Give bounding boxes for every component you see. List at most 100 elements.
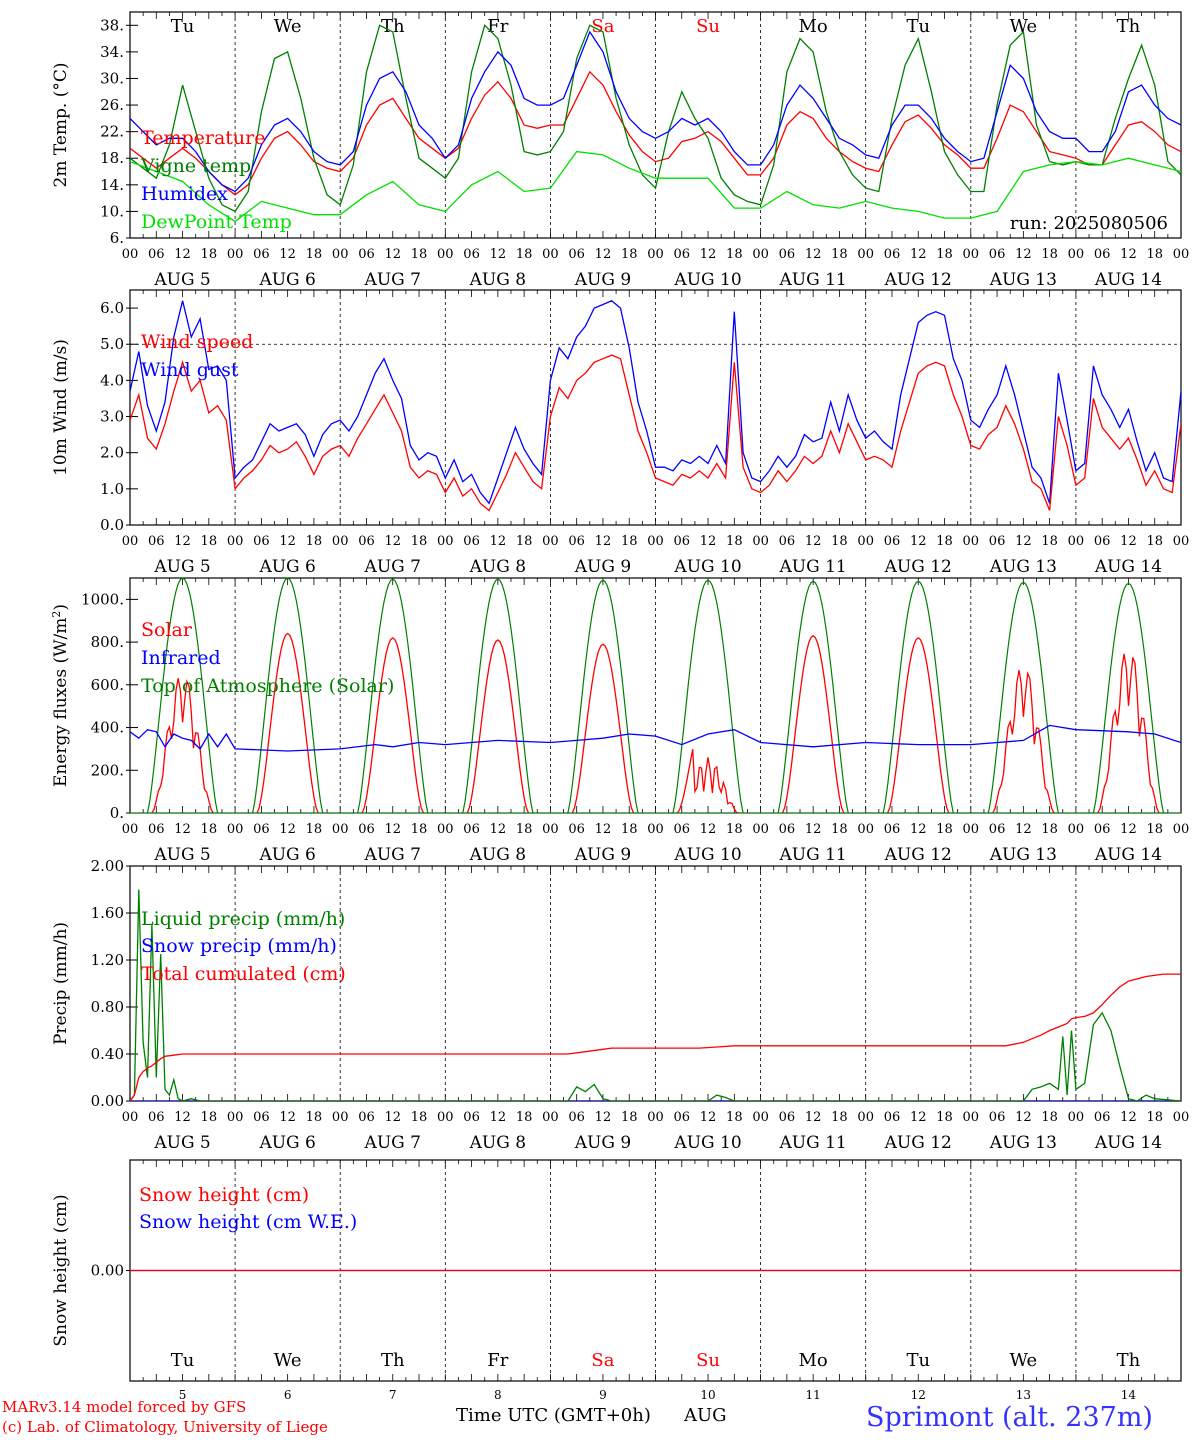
hour-label: 18 bbox=[936, 247, 953, 262]
hour-label: 06 bbox=[1094, 247, 1111, 262]
hour-label: 00 bbox=[542, 1110, 559, 1125]
date-label: AUG 6 bbox=[258, 1133, 315, 1153]
hour-label: 18 bbox=[621, 247, 638, 262]
hour-label: 18 bbox=[516, 1110, 533, 1125]
hour-label: 06 bbox=[148, 247, 165, 262]
hour-label: 06 bbox=[358, 1110, 375, 1125]
hour-label: 06 bbox=[779, 1110, 796, 1125]
hour-label: 12 bbox=[1015, 1110, 1032, 1125]
hour-label: 06 bbox=[463, 247, 480, 262]
hour-label: 12 bbox=[910, 534, 927, 549]
hour-label: 12 bbox=[1120, 822, 1137, 837]
day-number: 11 bbox=[806, 1388, 821, 1402]
y-axis-label: 2m Temp. (°C) bbox=[51, 62, 71, 187]
hour-label: 18 bbox=[726, 1110, 743, 1125]
liquid-precip-line bbox=[130, 889, 1181, 1101]
day-number: 8 bbox=[494, 1388, 502, 1402]
station-label: Sprimont (alt. 237m) bbox=[866, 1402, 1153, 1433]
hour-label: 00 bbox=[963, 822, 980, 837]
hour-label: 18 bbox=[936, 822, 953, 837]
hour-label: 18 bbox=[621, 534, 638, 549]
weekday-label: We bbox=[1010, 16, 1038, 37]
date-label: AUG 10 bbox=[673, 270, 741, 290]
hour-label: 18 bbox=[831, 247, 848, 262]
hour-label: 18 bbox=[936, 1110, 953, 1125]
hour-label: 18 bbox=[516, 822, 533, 837]
hour-label: 06 bbox=[884, 247, 901, 262]
hour-label: 00 bbox=[963, 247, 980, 262]
humidex-line bbox=[130, 30, 1181, 193]
solar-line bbox=[886, 636, 950, 814]
hour-label: 12 bbox=[384, 1110, 401, 1125]
hour-label: 12 bbox=[595, 534, 612, 549]
hour-label: 18 bbox=[411, 822, 428, 837]
hour-label: 00 bbox=[963, 1110, 980, 1125]
date-label: AUG 12 bbox=[884, 845, 952, 865]
toa-solar-line bbox=[672, 579, 744, 814]
hour-label: 18 bbox=[411, 1110, 428, 1125]
y-tick-label: 1.20 bbox=[91, 951, 124, 969]
hour-label: 06 bbox=[358, 822, 375, 837]
hour-label: 06 bbox=[779, 247, 796, 262]
day-number: 5 bbox=[179, 1388, 187, 1402]
hour-label: 06 bbox=[779, 534, 796, 549]
hour-label: 18 bbox=[1146, 247, 1163, 262]
panel-1: 6. 10. 14. 18. 22. 26. 30. 34. 38. 2m Temp. (°C) 0… bbox=[51, 11, 1189, 290]
date-label: AUG 13 bbox=[989, 845, 1057, 865]
toa-solar-line bbox=[882, 580, 954, 814]
date-label: AUG 14 bbox=[1094, 557, 1162, 577]
hour-label: 06 bbox=[148, 1110, 165, 1125]
hour-label: 12 bbox=[279, 822, 296, 837]
weekday-label: Th bbox=[381, 16, 405, 37]
hour-label: 00 bbox=[122, 534, 139, 549]
date-label: AUG 11 bbox=[779, 845, 847, 865]
date-label: AUG 6 bbox=[258, 557, 315, 577]
solar-line bbox=[992, 670, 1055, 814]
date-label: AUG 13 bbox=[989, 270, 1057, 290]
weekday-label: Tu bbox=[906, 16, 930, 37]
hour-label: 12 bbox=[910, 822, 927, 837]
hour-label: 18 bbox=[726, 247, 743, 262]
hour-label: 12 bbox=[174, 247, 191, 262]
y-tick-label: 0.00 bbox=[91, 1092, 124, 1110]
solar-line bbox=[466, 639, 530, 814]
hour-label: 06 bbox=[568, 247, 585, 262]
date-label: AUG 8 bbox=[469, 557, 526, 577]
date-label: AUG 5 bbox=[153, 270, 210, 290]
hour-label: 00 bbox=[332, 247, 349, 262]
hour-label: 12 bbox=[490, 822, 507, 837]
panel-2: 0.0 1.0 2.0 3.0 4.0 5.0 6.0 10m Wind (m/s) 00 06 1… bbox=[51, 289, 1190, 577]
y-tick-label: 2.0 bbox=[100, 444, 124, 462]
date-label: AUG 9 bbox=[574, 845, 631, 865]
hour-label: 06 bbox=[358, 534, 375, 549]
day-number: 14 bbox=[1121, 1388, 1137, 1402]
hour-label: 12 bbox=[174, 822, 191, 837]
wind-speed-line bbox=[130, 354, 1181, 512]
hour-label: 00 bbox=[332, 822, 349, 837]
legend-item: Vigne temp bbox=[140, 155, 251, 177]
legend-item: Snow height (cm) bbox=[139, 1184, 309, 1206]
hour-label: 18 bbox=[726, 534, 743, 549]
date-label: AUG 7 bbox=[364, 557, 421, 577]
legend-item: Total cumulated (cm) bbox=[141, 963, 346, 985]
hour-label: 06 bbox=[674, 534, 691, 549]
hour-label: 06 bbox=[568, 534, 585, 549]
toa-solar-line bbox=[567, 579, 639, 814]
date-label: AUG 10 bbox=[673, 845, 741, 865]
legend-item: Temperature bbox=[141, 127, 265, 149]
y-tick-label: 3.0 bbox=[100, 408, 124, 426]
toa-solar-line bbox=[1092, 582, 1165, 814]
dewpoint-line bbox=[130, 150, 1181, 223]
date-label: AUG 6 bbox=[258, 845, 315, 865]
hour-label: 12 bbox=[384, 247, 401, 262]
y-tick-label: 30. bbox=[100, 69, 124, 87]
hour-label: 06 bbox=[989, 534, 1006, 549]
hour-label: 00 bbox=[1068, 247, 1085, 262]
hour-label: 06 bbox=[989, 1110, 1006, 1125]
hour-label: 00 bbox=[1173, 534, 1190, 549]
hour-label: 12 bbox=[490, 247, 507, 262]
date-label: AUG 10 bbox=[673, 557, 741, 577]
y-tick-label: 38. bbox=[100, 16, 124, 34]
hour-label: 00 bbox=[857, 822, 874, 837]
